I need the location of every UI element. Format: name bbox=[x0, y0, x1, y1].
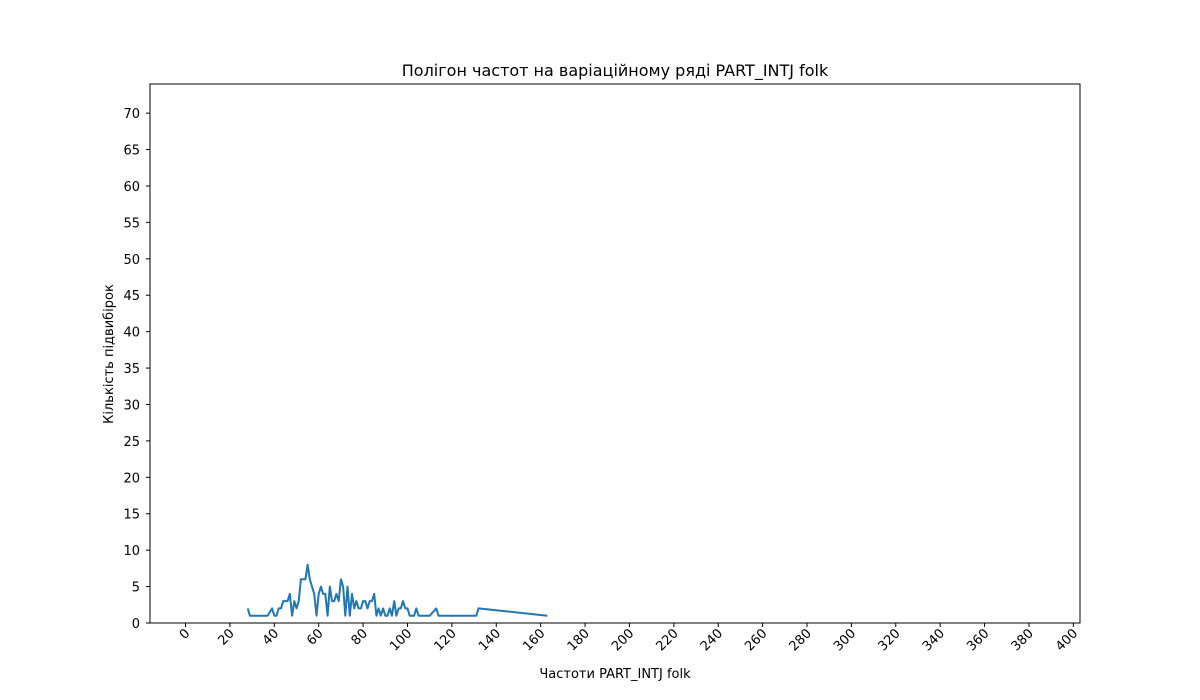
x-tick-label: 180 bbox=[565, 626, 593, 654]
y-tick-label: 20 bbox=[123, 471, 140, 486]
y-tick-label: 10 bbox=[123, 544, 140, 559]
x-tick-label: 380 bbox=[1009, 626, 1037, 654]
x-tick-label: 140 bbox=[476, 626, 504, 654]
x-tick-label: 0 bbox=[177, 626, 193, 642]
y-axis: 0 5 10 15 20 25 30 35 40 45 50 55 60 65 70 bbox=[123, 107, 150, 632]
x-tick-label: 400 bbox=[1053, 626, 1081, 654]
x-tick-label: 20 bbox=[215, 626, 237, 648]
y-tick-label: 35 bbox=[123, 362, 140, 377]
y-tick-label: 30 bbox=[123, 398, 140, 413]
x-tick-label: 200 bbox=[609, 626, 637, 654]
x-tick-label: 60 bbox=[304, 626, 326, 648]
chart-title: Полігон частот на варіаційному ряді PART… bbox=[402, 61, 829, 81]
x-tick-label: 300 bbox=[831, 626, 859, 654]
y-tick-label: 0 bbox=[132, 617, 140, 632]
x-axis: 0 20 40 60 80 100 120 140 160 180 200 220 240 260 280 3… bbox=[177, 623, 1081, 654]
y-tick-label: 65 bbox=[123, 144, 140, 159]
x-tick-label: 80 bbox=[349, 626, 371, 648]
plot-area bbox=[149, 83, 1081, 624]
y-tick-label: 70 bbox=[123, 107, 140, 122]
x-tick-label: 260 bbox=[742, 626, 770, 654]
series-layer bbox=[246, 563, 548, 617]
x-tick-label: 40 bbox=[260, 626, 282, 648]
y-tick-label: 15 bbox=[123, 508, 140, 523]
y-tick-label: 40 bbox=[123, 326, 140, 341]
x-tick-label: 240 bbox=[698, 626, 726, 654]
x-tick-label: 320 bbox=[875, 626, 903, 654]
x-tick-label: 120 bbox=[432, 626, 460, 654]
y-tick-label: 60 bbox=[123, 180, 140, 195]
x-axis-label: Частоти PART_INTJ folk bbox=[539, 667, 691, 682]
series-line bbox=[246, 563, 548, 617]
y-axis-label: Кількість підвибірок bbox=[102, 284, 117, 424]
y-tick-label: 5 bbox=[132, 581, 140, 596]
y-tick-label: 50 bbox=[123, 253, 140, 268]
x-tick-label: 360 bbox=[964, 626, 992, 654]
x-tick-label: 340 bbox=[920, 626, 948, 654]
x-tick-label: 100 bbox=[387, 626, 415, 654]
y-tick-label: 25 bbox=[123, 435, 140, 450]
x-tick-label: 280 bbox=[787, 626, 815, 654]
y-tick-label: 45 bbox=[123, 289, 140, 304]
y-tick-label: 55 bbox=[123, 216, 140, 231]
x-tick-label: 220 bbox=[653, 626, 681, 654]
x-tick-label: 160 bbox=[520, 626, 548, 654]
